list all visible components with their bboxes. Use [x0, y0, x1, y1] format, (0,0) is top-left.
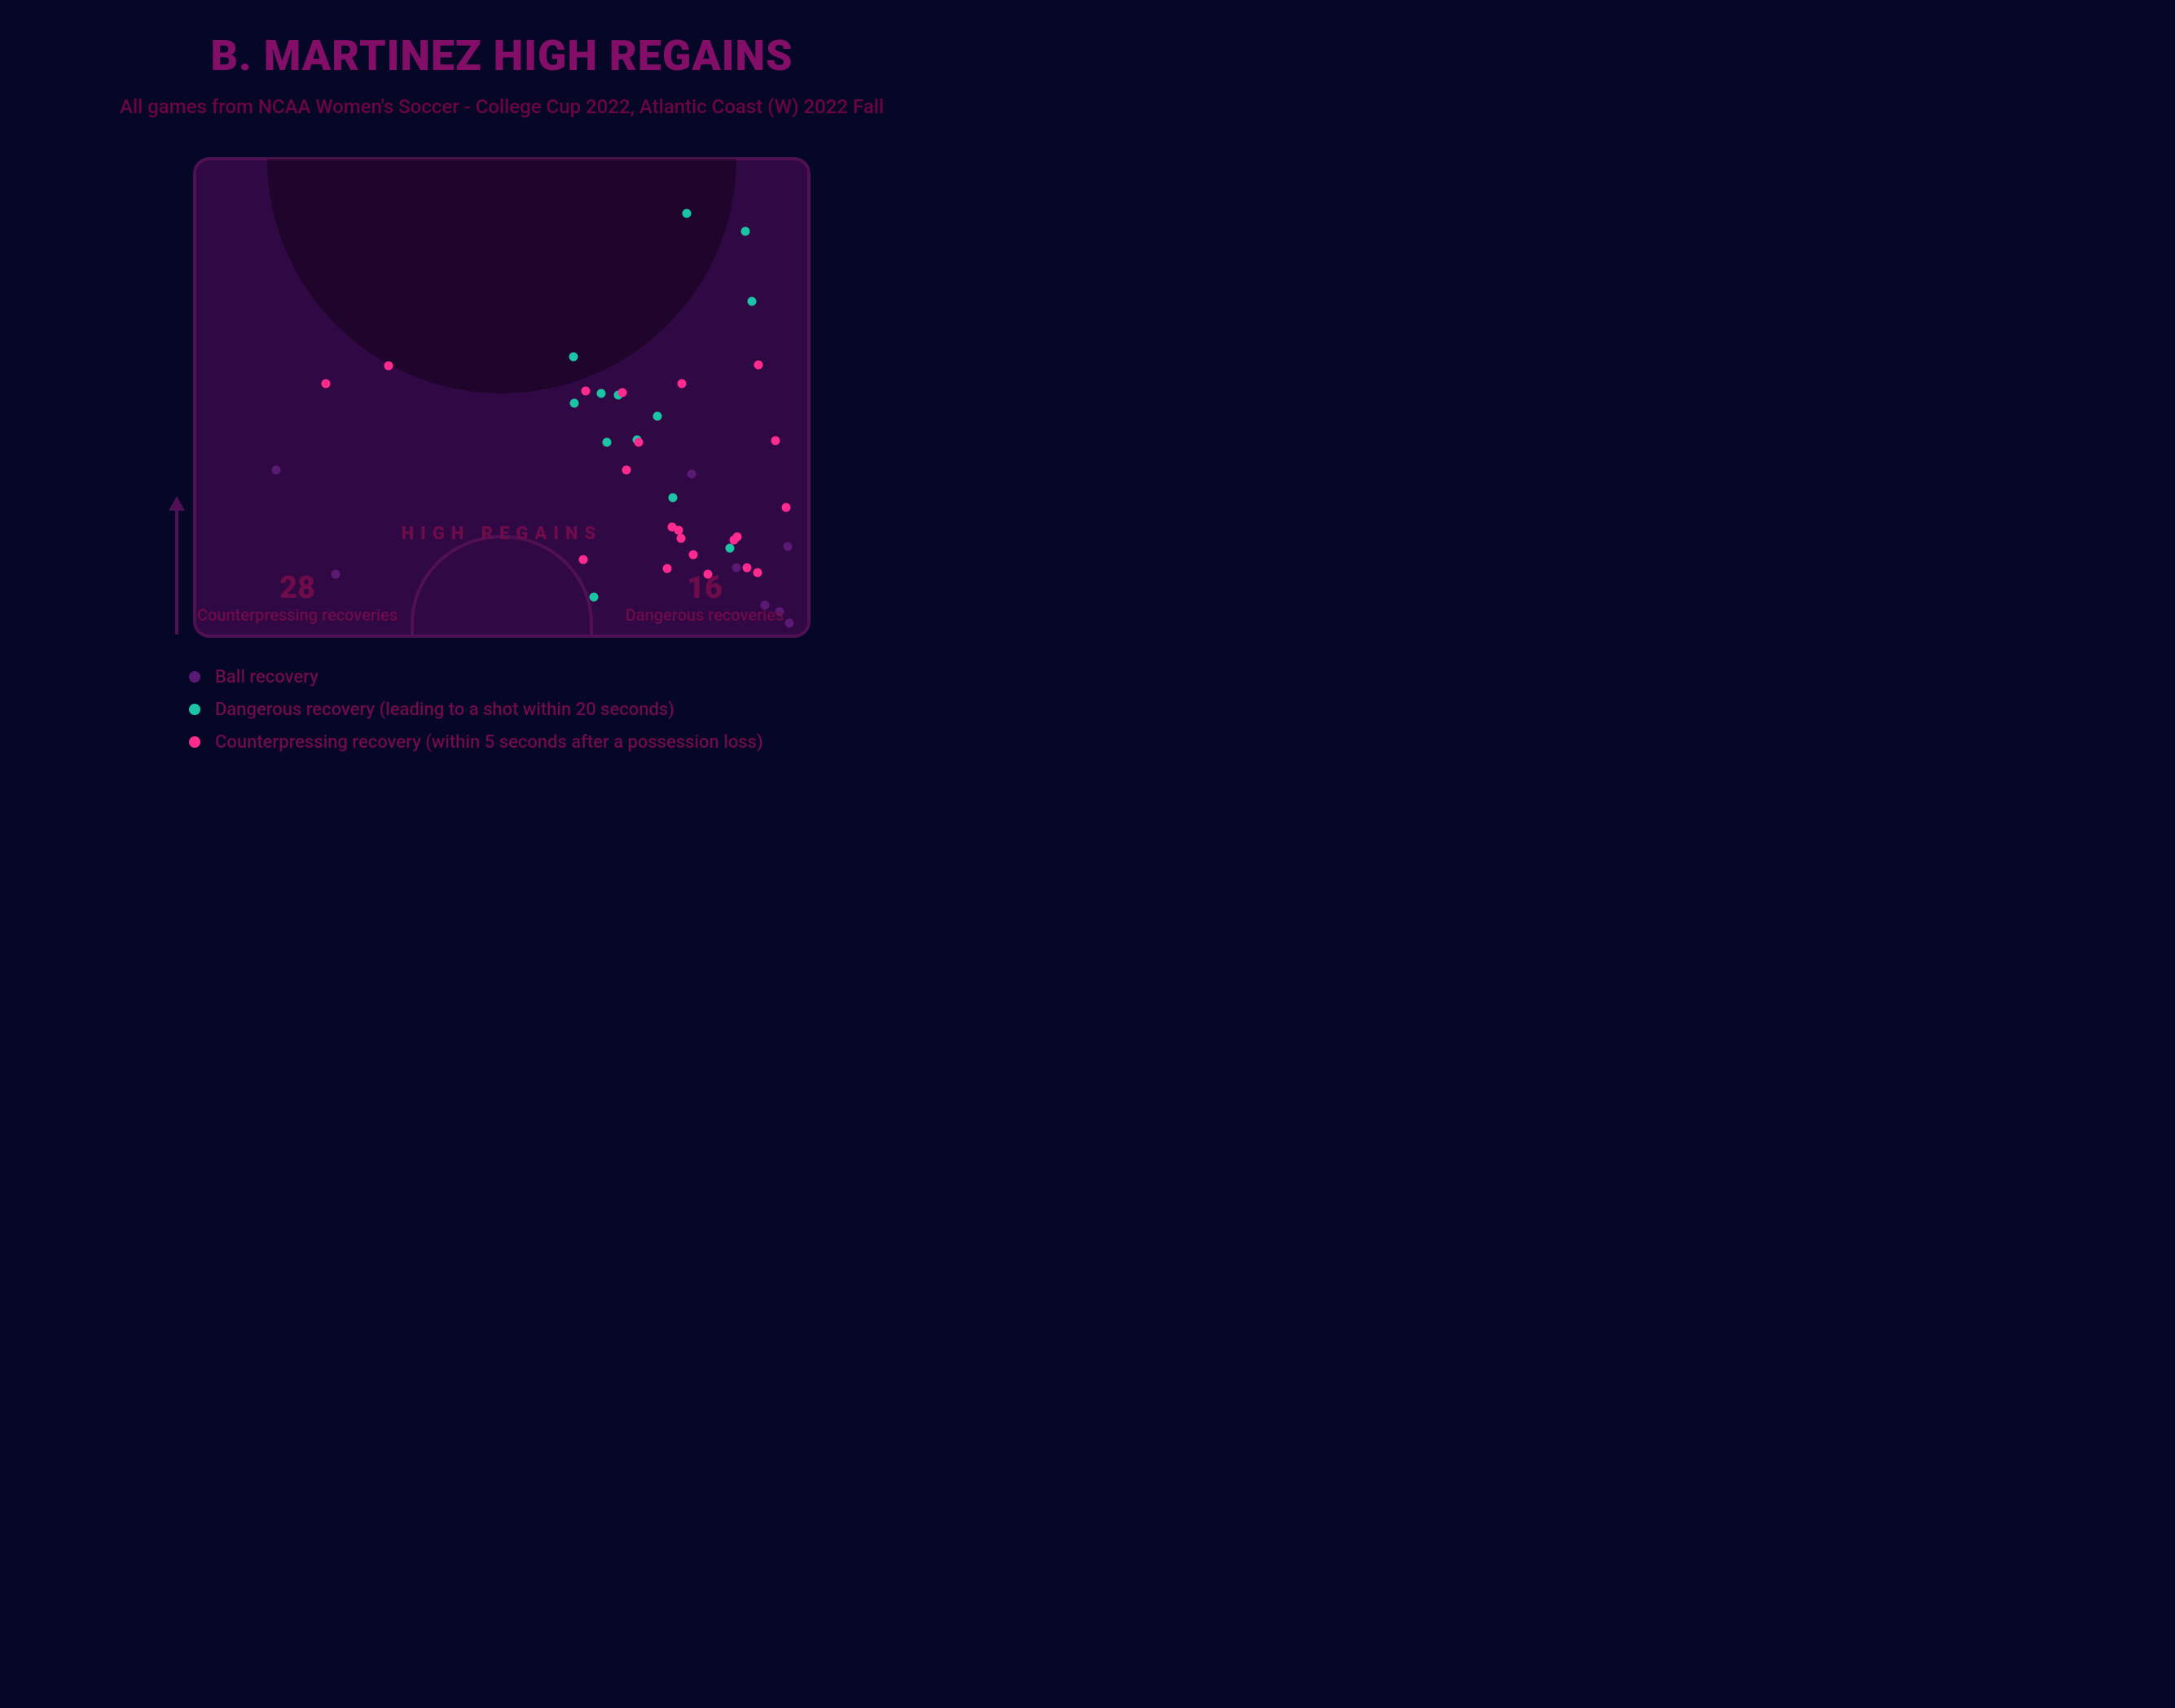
- dot-dangerous-recovery: [570, 399, 579, 408]
- stat-counterpressing: 28 Counterpressing recoveries: [191, 573, 403, 625]
- legend-label: Dangerous recovery (leading to a shot wi…: [215, 700, 674, 720]
- stat-counterpressing-label: Counterpressing recoveries: [191, 605, 403, 625]
- chart-area: HIGH REGAINS 28 Counterpressing recoveri…: [193, 157, 811, 638]
- legend-dot-icon: [189, 736, 200, 748]
- dot-dangerous-recovery: [590, 593, 599, 602]
- dot-counterpress-recovery: [635, 438, 644, 447]
- dot-dangerous-recovery: [726, 544, 735, 553]
- dot-counterpress-recovery: [782, 503, 791, 512]
- chart-subtitle: All games from NCAA Women's Soccer - Col…: [0, 95, 1004, 118]
- direction-arrow-icon: [167, 496, 187, 634]
- dot-counterpress-recovery: [678, 380, 687, 389]
- dot-counterpress-recovery: [579, 555, 588, 564]
- page-root: B. MARTINEZ HIGH REGAINS All games from …: [0, 0, 1004, 788]
- dot-dangerous-recovery: [741, 227, 750, 236]
- chart-title: B. MARTINEZ HIGH REGAINS: [0, 31, 1004, 81]
- dot-dangerous-recovery: [597, 389, 606, 398]
- high-regains-label: HIGH REGAINS: [193, 524, 811, 544]
- dot-counterpress-recovery: [743, 564, 752, 573]
- pitch-chart: [193, 157, 811, 638]
- legend-dot-icon: [189, 671, 200, 683]
- dot-ball-recovery: [688, 470, 696, 479]
- dot-counterpress-recovery: [754, 361, 763, 370]
- stat-dangerous-label: Dangerous recoveries: [599, 605, 811, 625]
- legend: Ball recovery Dangerous recovery (leading…: [189, 661, 1004, 758]
- dot-dangerous-recovery: [569, 353, 578, 362]
- legend-item-ball_recovery: Ball recovery: [189, 661, 1004, 693]
- dot-ball-recovery: [732, 564, 741, 573]
- stat-dangerous-value: 16: [599, 573, 811, 604]
- dot-counterpress-recovery: [622, 466, 631, 475]
- stat-counterpressing-value: 28: [191, 573, 403, 604]
- legend-label: Counterpressing recovery (within 5 secon…: [215, 732, 763, 753]
- dot-counterpress-recovery: [618, 389, 627, 397]
- dot-counterpress-recovery: [582, 387, 591, 396]
- dot-dangerous-recovery: [653, 412, 662, 421]
- legend-item-dangerous: Dangerous recovery (leading to a shot wi…: [189, 693, 1004, 726]
- dot-dangerous-recovery: [603, 438, 612, 447]
- dot-counterpress-recovery: [689, 551, 698, 560]
- dot-dangerous-recovery: [683, 209, 692, 218]
- dot-counterpress-recovery: [384, 362, 393, 371]
- stat-dangerous: 16 Dangerous recoveries: [599, 573, 811, 625]
- dot-ball-recovery: [272, 466, 281, 475]
- dot-dangerous-recovery: [669, 494, 678, 503]
- legend-dot-icon: [189, 704, 200, 715]
- legend-label: Ball recovery: [215, 667, 319, 687]
- dot-counterpress-recovery: [663, 564, 672, 573]
- legend-item-counterpress: Counterpressing recovery (within 5 secon…: [189, 726, 1004, 758]
- dot-dangerous-recovery: [748, 297, 757, 306]
- dot-counterpress-recovery: [322, 380, 331, 389]
- dot-counterpress-recovery: [771, 437, 780, 446]
